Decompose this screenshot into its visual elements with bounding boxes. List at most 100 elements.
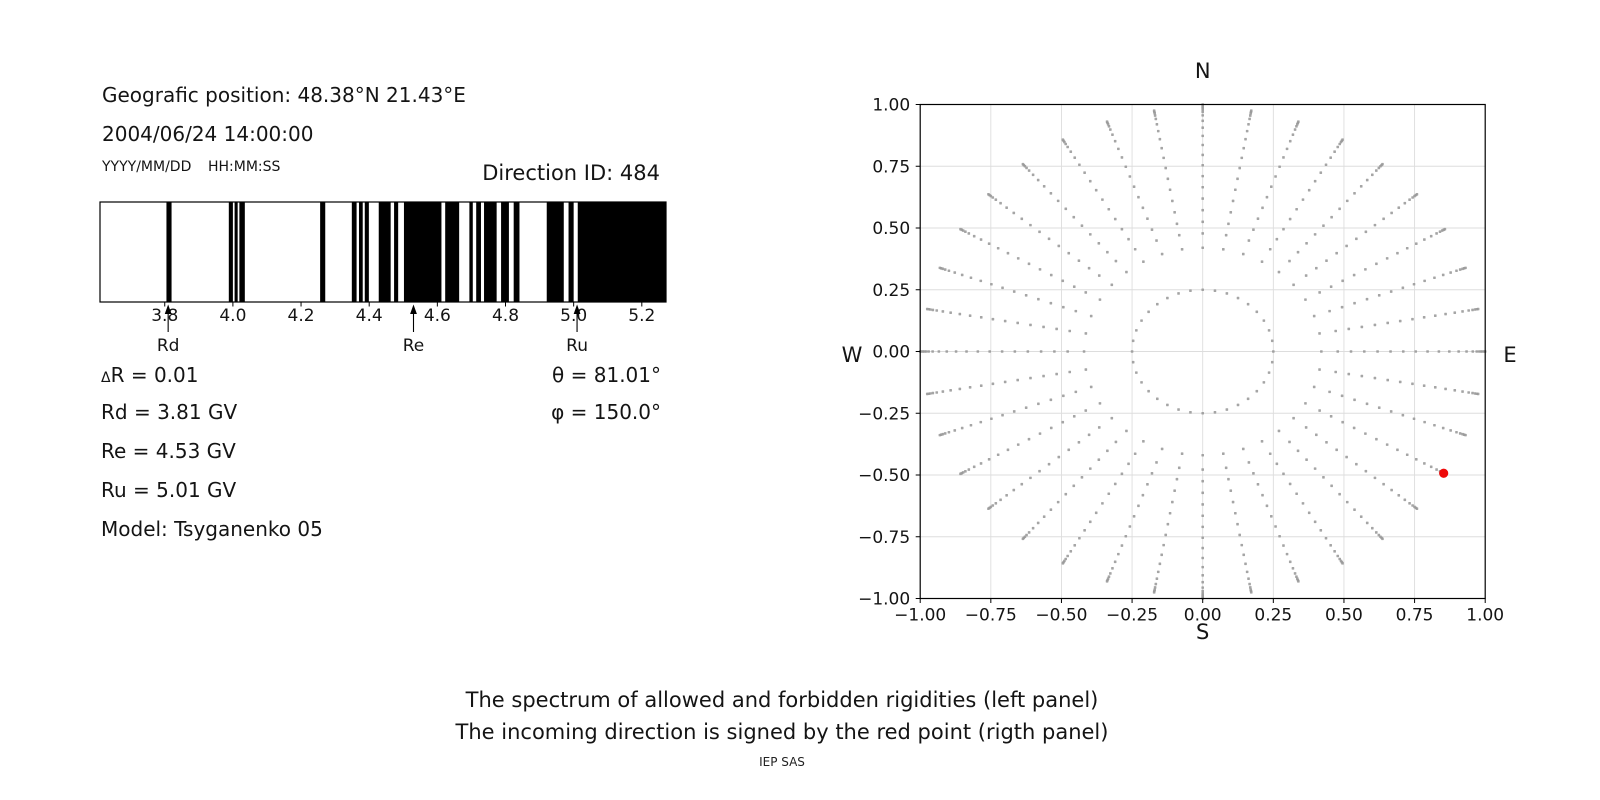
direction-dot (1360, 374, 1364, 378)
direction-dot (1038, 432, 1042, 435)
x-tick-label: 4.4 (356, 306, 383, 326)
direction-dot (958, 312, 962, 316)
direction-dot (1265, 504, 1269, 508)
direction-dot (1423, 462, 1426, 465)
direction-dot (1083, 171, 1086, 174)
direction-dot (1098, 402, 1102, 405)
direction-dot (1329, 544, 1332, 547)
direction-dot (1443, 227, 1447, 231)
direction-dot (1333, 549, 1336, 553)
direction-dot (1133, 452, 1137, 456)
direction-dot (1131, 339, 1135, 343)
direction-dot (1201, 503, 1204, 506)
direction-dot (1162, 543, 1165, 547)
direction-dot (1201, 126, 1204, 130)
direction-dot (1020, 482, 1024, 486)
direction-dot (1304, 274, 1308, 277)
direction-dot (1160, 146, 1163, 150)
direction-dot (958, 387, 962, 391)
direction-dot (1094, 188, 1098, 192)
allowed-rigidity-bar (568, 202, 574, 302)
allowed-rigidity-bar (501, 202, 509, 302)
re-value-text: Re = 4.53 GV (101, 439, 236, 463)
direction-dot (1355, 237, 1358, 241)
direction-dot (1042, 325, 1045, 329)
direction-dot (1304, 426, 1308, 429)
direction-dot (1282, 227, 1285, 231)
direction-dot (1201, 536, 1204, 540)
direction-dot (1189, 289, 1192, 292)
direction-dot (1234, 188, 1237, 192)
direction-dot (1274, 175, 1277, 178)
direction-dot (1171, 199, 1174, 203)
direction-dot (1153, 586, 1157, 589)
direction-dot (1087, 433, 1091, 437)
x-tick-label: 1.00 (1466, 606, 1504, 626)
direction-dot (1324, 163, 1328, 167)
direction-dot (1072, 215, 1076, 219)
direction-dot (1334, 370, 1337, 374)
direction-dot (1318, 291, 1321, 294)
datetime-text: 2004/06/24 14:00:00 (102, 122, 314, 146)
direction-dot (1016, 443, 1020, 446)
direction-dot (1278, 165, 1281, 169)
y-tick-label: −0.50 (858, 466, 910, 486)
direction-dot (1027, 169, 1031, 172)
direction-dot (1141, 206, 1145, 210)
direction-dot (1201, 197, 1204, 200)
direction-dot (1345, 455, 1348, 459)
direction-dot (1113, 560, 1117, 564)
direction-dot (1132, 514, 1136, 518)
allowed-rigidity-bar (403, 202, 442, 302)
direction-dot (1130, 350, 1134, 353)
direction-dot (1177, 233, 1181, 237)
direction-dot (1313, 179, 1317, 183)
direction-dot (1373, 223, 1377, 227)
direction-dot (1222, 452, 1225, 455)
direction-dot (990, 282, 993, 286)
direction-dot (991, 382, 995, 386)
direction-dot (1340, 305, 1344, 309)
direction-dot (1433, 386, 1437, 389)
allowed-rigidity-bar (320, 202, 326, 302)
direction-dot (1260, 260, 1264, 263)
direction-dot (1397, 494, 1401, 497)
direction-dot (1067, 448, 1071, 452)
direction-dot (1155, 239, 1158, 242)
direction-dot (1320, 350, 1323, 353)
direction-dot (1362, 350, 1366, 353)
allowed-rigidity-bar (546, 202, 564, 302)
direction-dot (1154, 117, 1158, 121)
direction-dot (994, 198, 998, 202)
direction-dot (1328, 309, 1331, 313)
direction-dot (1078, 536, 1081, 540)
direction-dot (1042, 374, 1045, 378)
direction-dot (927, 350, 930, 353)
direction-dot (938, 433, 942, 437)
y-tick-label: −1.00 (858, 590, 910, 610)
direction-dot (1285, 552, 1289, 556)
direction-dot (1117, 552, 1120, 556)
direction-dot (1240, 156, 1244, 160)
direction-dot (1107, 125, 1111, 128)
direction-dot (1398, 319, 1402, 323)
direction-dot (1347, 327, 1351, 331)
direction-dot (1336, 554, 1340, 558)
direction-dot (1359, 185, 1363, 188)
direction-dot (1319, 171, 1323, 174)
direction-dot (1175, 222, 1179, 226)
direction-dot (1066, 554, 1069, 558)
direction-dot (1408, 501, 1411, 505)
direction-dot (1055, 327, 1058, 331)
incoming-direction-chart: −1.00 −0.75 −0.50 −0.25 0.00 0.25 0.50 0.75 1.00… (842, 59, 1517, 644)
direction-dot (1213, 289, 1217, 292)
direction-dot (1325, 259, 1328, 262)
direction-dot (1171, 500, 1174, 504)
delta-symbol: Δ (101, 370, 111, 386)
direction-dot (1201, 110, 1204, 114)
cutoff-arrow-head (164, 304, 172, 314)
direction-dot (1038, 268, 1042, 271)
direction-dot (1069, 549, 1073, 553)
direction-dot (1064, 492, 1068, 496)
delta-r-text: ΔR = 0.01 (101, 363, 199, 387)
